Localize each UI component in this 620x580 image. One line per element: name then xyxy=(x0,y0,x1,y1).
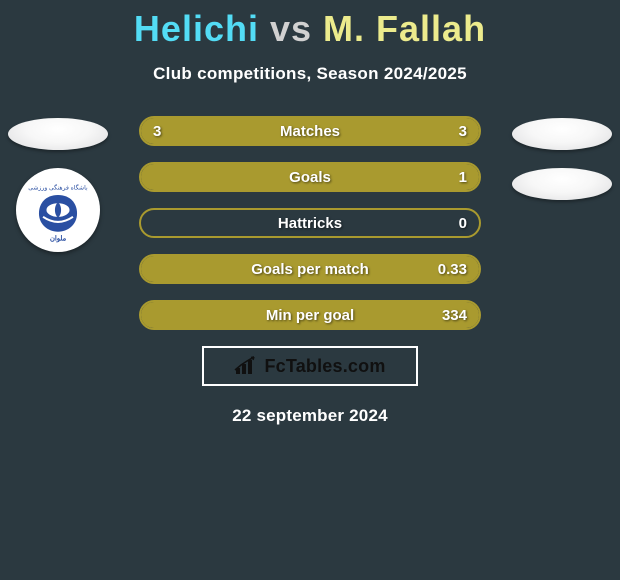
brand-text: FcTables.com xyxy=(264,356,385,377)
right-avatar-column xyxy=(512,118,612,218)
club-crest-icon: باشگاه فرهنگی ورزشی ملوان xyxy=(24,176,92,244)
comparison-title: Helichi vs M. Fallah xyxy=(0,0,620,50)
stat-label: Min per goal xyxy=(266,307,354,324)
stat-value-right: 334 xyxy=(442,307,467,324)
stats-container: 3 Matches 3 Goals 1 Hattricks 0 Goals per match… xyxy=(139,116,481,330)
stat-value-left: 3 xyxy=(153,123,161,140)
stat-label: Goals xyxy=(289,169,331,186)
stat-row: 3 Matches 3 xyxy=(139,116,481,146)
snapshot-date: 22 september 2024 xyxy=(0,406,620,426)
stat-value-right: 0 xyxy=(459,215,467,232)
stat-value-right: 3 xyxy=(459,123,467,140)
stat-row: Goals per match 0.33 xyxy=(139,254,481,284)
stat-row: Goals 1 xyxy=(139,162,481,192)
season-subtitle: Club competitions, Season 2024/2025 xyxy=(0,64,620,84)
brand-box[interactable]: FcTables.com xyxy=(202,346,418,386)
player1-name: Helichi xyxy=(134,8,259,49)
stat-value-right: 1 xyxy=(459,169,467,186)
stat-row: Min per goal 334 xyxy=(139,300,481,330)
stat-label: Matches xyxy=(280,123,340,140)
player2-name: M. Fallah xyxy=(323,8,486,49)
player1-avatar-placeholder xyxy=(8,118,108,150)
player2-avatar-placeholder xyxy=(512,118,612,150)
svg-text:ملوان: ملوان xyxy=(50,235,67,243)
player1-club-logo: باشگاه فرهنگی ورزشی ملوان xyxy=(16,168,100,252)
stat-label: Goals per match xyxy=(251,261,369,278)
stat-value-right: 0.33 xyxy=(438,261,467,278)
stat-label: Hattricks xyxy=(278,215,342,232)
player2-club-placeholder xyxy=(512,168,612,200)
svg-text:باشگاه فرهنگی ورزشی: باشگاه فرهنگی ورزشی xyxy=(28,184,88,192)
left-avatar-column: باشگاه فرهنگی ورزشی ملوان xyxy=(8,118,108,252)
bar-chart-icon xyxy=(234,356,260,376)
vs-separator: vs xyxy=(270,8,312,49)
stat-row: Hattricks 0 xyxy=(139,208,481,238)
